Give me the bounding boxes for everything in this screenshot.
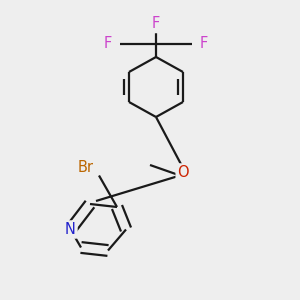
Text: N: N xyxy=(65,222,76,237)
Text: F: F xyxy=(152,16,160,32)
Text: O: O xyxy=(177,165,189,180)
Text: Br: Br xyxy=(77,160,94,175)
Text: F: F xyxy=(200,36,208,51)
Text: F: F xyxy=(104,36,112,51)
